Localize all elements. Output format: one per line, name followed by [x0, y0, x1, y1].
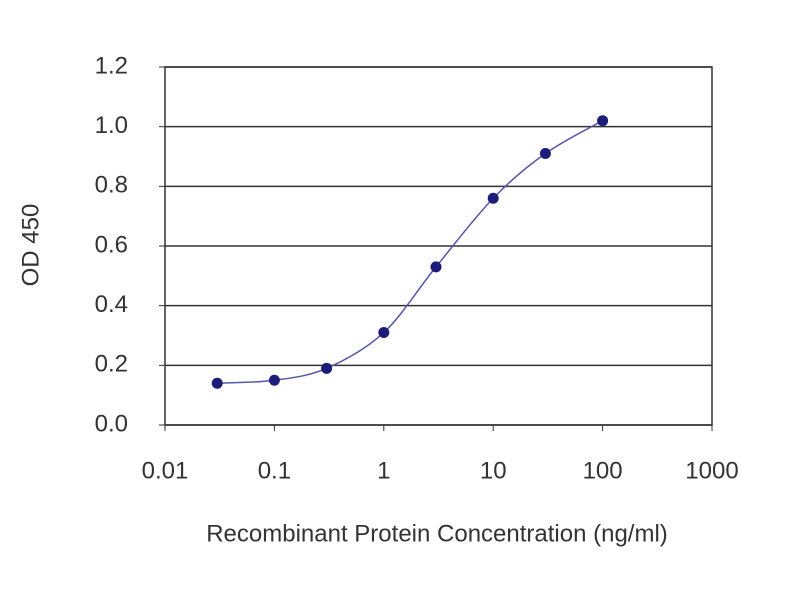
y-tick-label: 0.6 — [95, 231, 128, 258]
x-tick-label: 1 — [377, 457, 390, 484]
y-tick-label: 1.0 — [95, 112, 128, 139]
data-point — [487, 192, 499, 204]
data-point — [321, 362, 333, 374]
y-tick-label: 0.8 — [95, 172, 128, 199]
y-tick-label: 1.2 — [95, 52, 128, 79]
data-point — [539, 148, 551, 160]
y-axis-label: OD 450 — [17, 204, 44, 287]
data-point — [211, 377, 223, 389]
x-axis-label: Recombinant Protein Concentration (ng/ml… — [206, 520, 668, 547]
y-tick-label: 0.4 — [95, 291, 128, 318]
data-point — [430, 261, 442, 273]
data-point — [268, 374, 280, 386]
x-tick-label: 10 — [480, 457, 507, 484]
x-tick-label: 100 — [583, 457, 623, 484]
x-tick-label: 1000 — [685, 457, 738, 484]
series-line — [217, 120, 603, 384]
y-tick-label: 0.2 — [95, 351, 128, 378]
x-tick-label: 0.1 — [258, 457, 291, 484]
x-tick-label: 0.01 — [142, 457, 189, 484]
data-point — [597, 115, 609, 127]
data-point — [378, 327, 390, 339]
y-tick-label: 0.0 — [95, 410, 128, 437]
